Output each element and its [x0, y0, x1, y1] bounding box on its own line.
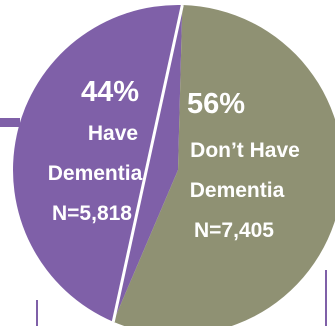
slice-label-dont-have-dementia-line1: Don’t Have: [190, 139, 300, 162]
pie-slice-dont-have-dementia: [113, 5, 335, 326]
slice-label-dont-have-dementia-count: N=7,405: [194, 219, 274, 242]
slice-label-have-dementia-line1: Have: [88, 122, 138, 145]
slice-label-dont-have-dementia-line2: Dementia: [190, 179, 285, 202]
slice-label-have-dementia-percent: 44%: [81, 76, 139, 108]
connector-bar: [0, 118, 20, 127]
pie-slice-have-dementia: [13, 5, 183, 322]
slice-separator: [111, 4, 184, 323]
slice-label-dont-have-dementia-percent: 56%: [187, 88, 245, 120]
slice-label-have-dementia-line2: Dementia: [48, 162, 143, 185]
slice-label-have-dementia-count: N=5,818: [52, 202, 132, 225]
